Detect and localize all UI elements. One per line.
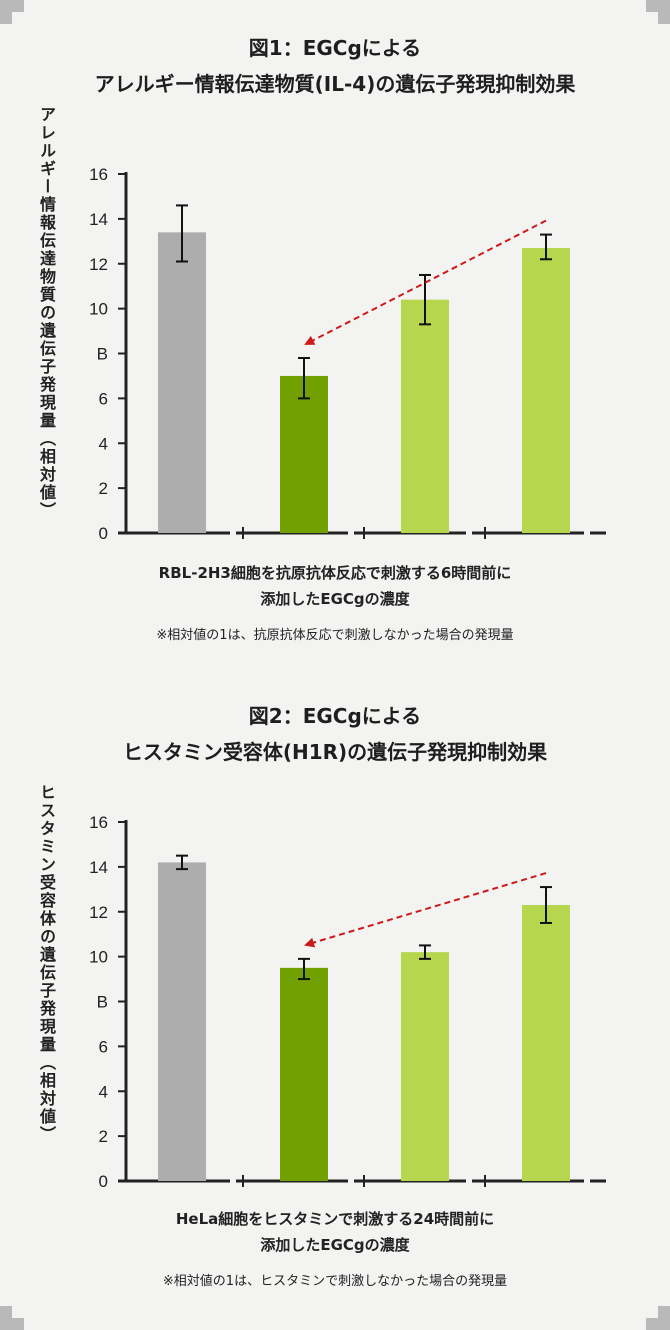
y-tick-label: 16	[89, 813, 108, 832]
corner-mark-bottom-right	[646, 1306, 670, 1330]
y-tick-label: 16	[89, 165, 108, 184]
figure-2: 図2：EGCgによる ヒスタミン受容体(H1R)の遺伝子発現抑制効果 ヒスタミン…	[0, 698, 670, 1289]
bar	[522, 905, 570, 1181]
figure-1: 図1：EGCgによる アレルギー情報伝達物質(IL-4)の遺伝子発現抑制効果 ア…	[0, 30, 670, 643]
y-tick-label: 0	[99, 524, 108, 540]
y-tick-label: B	[97, 993, 108, 1012]
y-tick-label: 14	[89, 210, 108, 229]
chart-title-line-1: 図1：EGCgによる	[248, 36, 422, 60]
x-axis-label-line-2: 添加したEGCgの濃度	[260, 1236, 410, 1254]
chart-title-line-2: ヒスタミン受容体(H1R)の遺伝子発現抑制効果	[122, 740, 548, 764]
y-tick-label: 14	[89, 858, 108, 877]
trend-arrow	[304, 872, 547, 948]
trend-arrow	[304, 219, 547, 345]
corner-mark-bottom-left	[0, 1306, 24, 1330]
bar	[401, 299, 449, 533]
y-tick-label: 6	[99, 389, 108, 408]
footnote: ※相対値の1は、抗原抗体反応で刺激しなかった場合の発現量	[156, 628, 514, 643]
y-tick-label: B	[97, 345, 108, 364]
corner-mark-top-right	[646, 0, 670, 24]
bar	[158, 862, 206, 1181]
corner-mark-top-left	[0, 0, 24, 24]
y-axis-label: ヒスタミン受容体の遺伝子発現量（相対値）	[37, 784, 56, 1144]
bar-chart-2: 0246B101214160μ g/ml6μ g/ml3μ g/ml1.5μ g…	[89, 813, 606, 1188]
bar	[280, 967, 328, 1181]
y-tick-label: 2	[99, 479, 108, 498]
y-tick-label: 4	[99, 1082, 108, 1101]
y-tick-label: 4	[99, 434, 108, 453]
x-axis-label: HeLa細胞をヒスタミンで刺激する24時間前に 添加したEGCgの濃度	[0, 1206, 670, 1258]
y-tick-label: 2	[99, 1127, 108, 1146]
x-axis-label-line-1: RBL-2H3細胞を抗原抗体反応で刺激する6時間前に	[158, 564, 512, 582]
x-axis-label-line-1: HeLa細胞をヒスタミンで刺激する24時間前に	[175, 1210, 495, 1228]
y-tick-label: 12	[89, 255, 108, 274]
bar	[522, 248, 570, 533]
y-tick-label: 12	[89, 903, 108, 922]
footnote: ※相対値の1は、ヒスタミンで刺激しなかった場合の発現量	[162, 1274, 508, 1289]
x-axis-label: RBL-2H3細胞を抗原抗体反応で刺激する6時間前に 添加したEGCgの濃度	[0, 560, 670, 612]
chart-title-line-1: 図2：EGCgによる	[248, 704, 422, 728]
y-axis-label: アレルギー情報伝達物質の遺伝子発現量（相対値）	[37, 106, 56, 520]
x-axis-label-line-2: 添加したEGCgの濃度	[260, 590, 410, 608]
chart-title-line-2: アレルギー情報伝達物質(IL-4)の遺伝子発現抑制効果	[94, 72, 576, 96]
y-tick-label: 0	[99, 1172, 108, 1188]
bar-chart-1: 0246B101214160μ g/ml40μ g/ml20μ g/ml10μ …	[89, 165, 606, 540]
y-tick-label: 10	[89, 948, 108, 967]
bar	[401, 952, 449, 1181]
y-tick-label: 10	[89, 300, 108, 319]
y-tick-label: 6	[99, 1037, 108, 1056]
bar	[158, 232, 206, 533]
bar	[280, 375, 328, 533]
